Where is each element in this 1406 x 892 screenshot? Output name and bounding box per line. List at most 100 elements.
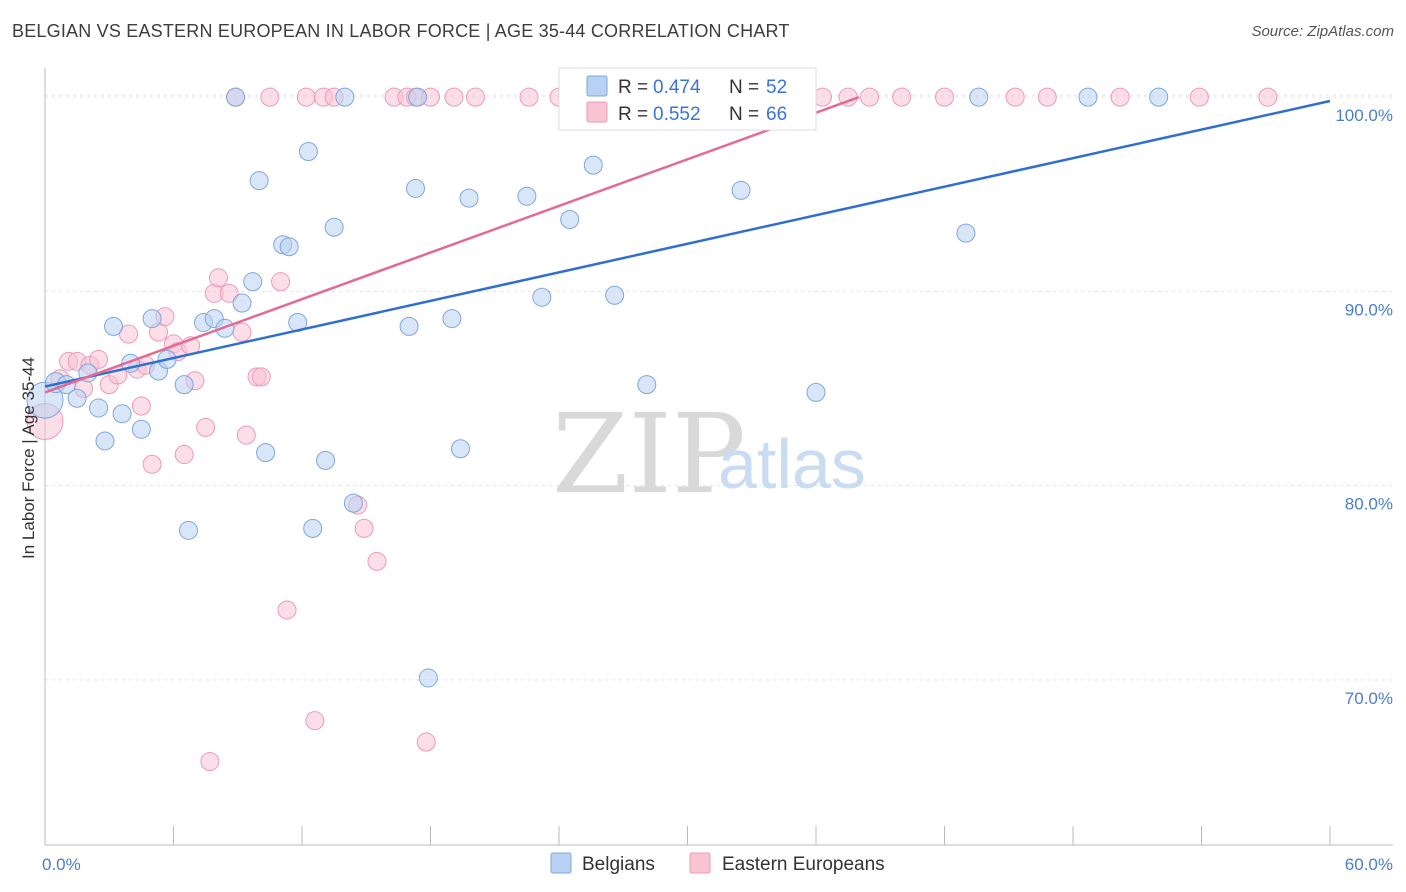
- belgians-point: [450, 439, 470, 459]
- belgians-point: [1149, 87, 1169, 107]
- belgians-point: [399, 316, 419, 336]
- belgians-point: [89, 398, 109, 418]
- series-legend: Belgians Eastern Europeans: [550, 852, 885, 875]
- belgians-point: [1078, 87, 1098, 107]
- belgians-point: [174, 375, 194, 395]
- eastern-europeans-point: [519, 87, 539, 107]
- belgians-point: [343, 493, 363, 513]
- eastern-europeans-point: [354, 518, 374, 538]
- belgians-point: [131, 419, 151, 439]
- trend-lines: [44, 95, 1331, 394]
- eastern-europeans-point: [860, 87, 880, 107]
- eastern-europeans-point: [367, 551, 387, 571]
- source-label: Source: ZipAtlas.com: [1251, 23, 1394, 40]
- legend-r-label-belgians: R =: [618, 77, 653, 98]
- eastern-europeans-point: [271, 272, 291, 292]
- eastern-europeans-point: [1189, 87, 1209, 107]
- gridlines: [45, 94, 1393, 681]
- belgians-point: [104, 316, 124, 336]
- x-tick-label-max: 60.0%: [1345, 855, 1393, 874]
- y-tick-label: 70.0%: [1345, 689, 1393, 708]
- bottom-legend-label-eastern: Eastern Europeans: [722, 854, 885, 875]
- belgians-point: [142, 309, 162, 329]
- eastern-europeans-point: [1005, 87, 1025, 107]
- belgians-point: [408, 87, 428, 107]
- belgians-point: [442, 309, 462, 329]
- belgians-point: [583, 155, 603, 175]
- belgians-point: [806, 382, 826, 402]
- chart-title: BELGIAN VS EASTERN EUROPEAN IN LABOR FOR…: [12, 21, 790, 41]
- eastern-europeans-point: [119, 324, 139, 344]
- belgians-point: [226, 87, 246, 107]
- eastern-europeans-point: [131, 396, 151, 416]
- belgians-point: [418, 668, 438, 688]
- belgians-point: [459, 188, 479, 208]
- watermark-zip: ZIP: [552, 390, 746, 518]
- eastern-europeans-point: [174, 445, 194, 465]
- eastern-europeans-trend-line: [44, 95, 860, 394]
- eastern-europeans-point: [1258, 87, 1278, 107]
- bottom-legend-label-belgians: Belgians: [582, 854, 655, 875]
- stats-legend: R = 0.474 N = 52 R = 0.552 N = 66: [558, 67, 817, 131]
- belgians-point: [637, 375, 657, 395]
- eastern-europeans-point: [1037, 87, 1057, 107]
- belgians-point: [517, 186, 537, 206]
- eastern-europeans-point: [236, 425, 256, 445]
- belgians-point: [956, 223, 976, 243]
- belgians-point: [256, 443, 276, 463]
- belgians-point: [532, 287, 552, 307]
- belgians-point: [316, 450, 336, 470]
- eastern-europeans-point: [296, 87, 316, 107]
- belgians-point: [324, 217, 344, 237]
- legend-r-eastern: 0.552: [653, 104, 701, 125]
- belgians-point: [335, 87, 355, 107]
- belgians-point: [303, 518, 323, 538]
- eastern-europeans-point: [305, 711, 325, 731]
- legend-r-label-eastern: R =: [618, 104, 653, 125]
- y-tick-label: 100.0%: [1335, 106, 1393, 125]
- belgians-point: [298, 142, 318, 162]
- belgians-trend-line: [44, 99, 1331, 388]
- axes: [44, 68, 1393, 846]
- belgians-point: [112, 404, 132, 424]
- legend-swatch-belgians: [586, 75, 608, 97]
- eastern-europeans-point: [892, 87, 912, 107]
- legend-r-belgians: 0.474: [653, 77, 701, 98]
- legend-n-eastern: 66: [766, 104, 787, 125]
- belgians-point: [279, 237, 299, 257]
- eastern-europeans-point: [416, 732, 436, 752]
- legend-n-label-eastern: N =: [729, 104, 764, 125]
- legend-n-belgians: 52: [766, 77, 787, 98]
- eastern-europeans-point: [196, 417, 216, 437]
- belgians-point: [969, 87, 989, 107]
- bottom-legend-swatch-belgians: [550, 852, 572, 874]
- belgians-point: [731, 180, 751, 200]
- eastern-europeans-point: [200, 751, 220, 771]
- y-tick-labels: 70.0% 80.0% 90.0% 100.0%: [1335, 106, 1393, 708]
- belgians-point: [178, 520, 198, 540]
- y-tick-label: 90.0%: [1345, 300, 1393, 319]
- belgians-point: [406, 178, 426, 198]
- eastern-europeans-point: [1110, 87, 1130, 107]
- belgians-point: [232, 293, 252, 313]
- eastern-europeans-point: [444, 87, 464, 107]
- eastern-europeans-point: [935, 87, 954, 107]
- watermark-atlas: atlas: [718, 425, 866, 503]
- belgians-point: [95, 431, 115, 451]
- eastern-europeans-point: [142, 454, 162, 474]
- eastern-europeans-point: [260, 87, 280, 107]
- eastern-europeans-point: [89, 349, 109, 369]
- y-axis-label: In Labor Force | Age 35-44: [19, 357, 38, 559]
- eastern-europeans-point: [208, 268, 228, 288]
- belgians-point: [243, 272, 263, 292]
- x-tick-labels: 0.0% 60.0%: [42, 855, 1393, 874]
- belgians-point: [67, 388, 87, 408]
- legend-n-label-belgians: N =: [729, 77, 764, 98]
- legend-swatch-eastern: [586, 101, 608, 123]
- eastern-europeans-point: [251, 367, 271, 387]
- eastern-europeans-point: [219, 283, 239, 303]
- x-tick-label-min: 0.0%: [42, 855, 81, 874]
- belgians-point: [249, 171, 269, 191]
- belgians-point: [605, 285, 625, 305]
